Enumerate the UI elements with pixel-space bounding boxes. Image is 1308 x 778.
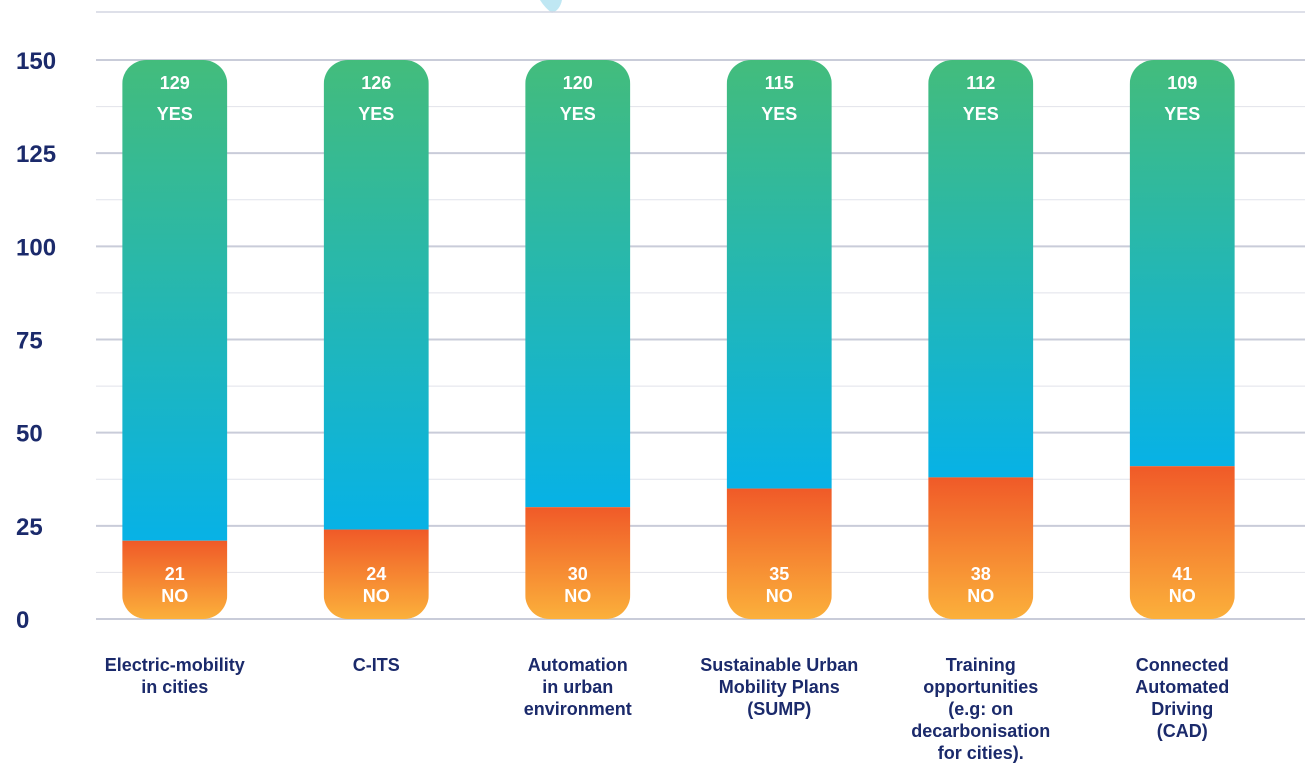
bar-no-value: 41: [1172, 564, 1192, 584]
x-category-label: Sustainable Urban Mobility Plans (SUMP): [700, 655, 859, 719]
bar-no-series-label: NO: [967, 586, 994, 606]
bar-no-value: 24: [366, 564, 386, 584]
bar-no: [525, 507, 631, 619]
x-category-label: C-ITS: [352, 655, 400, 675]
bar-no: [323, 529, 429, 619]
bar-yes-value: 126: [361, 73, 391, 93]
bar-no: [928, 477, 1034, 619]
decorative-drop-shape: [540, 0, 562, 13]
y-tick-label: 25: [16, 514, 43, 541]
bar-no-value: 35: [769, 564, 789, 584]
bar-yes: [323, 60, 429, 530]
bar-no-value: 38: [971, 564, 991, 584]
bar-no: [1129, 466, 1235, 619]
bar-yes: [525, 60, 631, 508]
bar-no-series-label: NO: [766, 586, 793, 606]
bar-yes-value: 129: [160, 73, 190, 93]
bar-yes-value: 112: [966, 73, 995, 93]
bar-yes: [122, 60, 228, 541]
x-category-label: Automation in urban environment: [523, 655, 632, 719]
bar-no-value: 30: [568, 564, 588, 584]
x-category-label: Training opportunities (e.g: on decarbon…: [911, 655, 1051, 763]
grid-lines: [96, 59, 1305, 620]
y-tick-label: 125: [16, 141, 56, 168]
bar-no-series-label: NO: [363, 586, 390, 606]
bar-yes: [726, 60, 832, 489]
bar-no-series-label: NO: [1169, 586, 1196, 606]
bar-no-series-label: NO: [564, 586, 591, 606]
y-tick-label: 50: [16, 421, 43, 448]
bars: 129YES21NO126YES24NO120YES30NO115YES35NO…: [122, 60, 1235, 619]
x-category-label: Electric-mobility in cities: [104, 655, 245, 697]
bar-yes-series-label: YES: [963, 104, 999, 124]
bar-yes: [928, 60, 1034, 478]
bar-yes: [1129, 60, 1235, 467]
bar-no: [122, 540, 228, 619]
bar-yes-series-label: YES: [761, 104, 797, 124]
bar-no: [726, 488, 832, 619]
bar-yes-series-label: YES: [358, 104, 394, 124]
y-tick-label: 75: [16, 328, 43, 355]
y-tick-label: 150: [16, 48, 56, 75]
y-axis-ticks: 0 25 50 75 100 125 150: [16, 48, 56, 634]
bar-yes-value: 109: [1167, 73, 1197, 93]
bar-yes-value: 115: [765, 73, 794, 93]
bar-yes-series-label: YES: [1164, 104, 1200, 124]
x-category-label: Connected Automated Driving (CAD): [1135, 655, 1230, 741]
bar-yes-series-label: YES: [157, 104, 193, 124]
bar-no-value: 21: [165, 564, 185, 584]
y-tick-label: 0: [16, 607, 29, 634]
bar-no-series-label: NO: [161, 586, 188, 606]
y-tick-label: 100: [16, 234, 56, 261]
bar-yes-value: 120: [563, 73, 593, 93]
bar-yes-series-label: YES: [560, 104, 596, 124]
